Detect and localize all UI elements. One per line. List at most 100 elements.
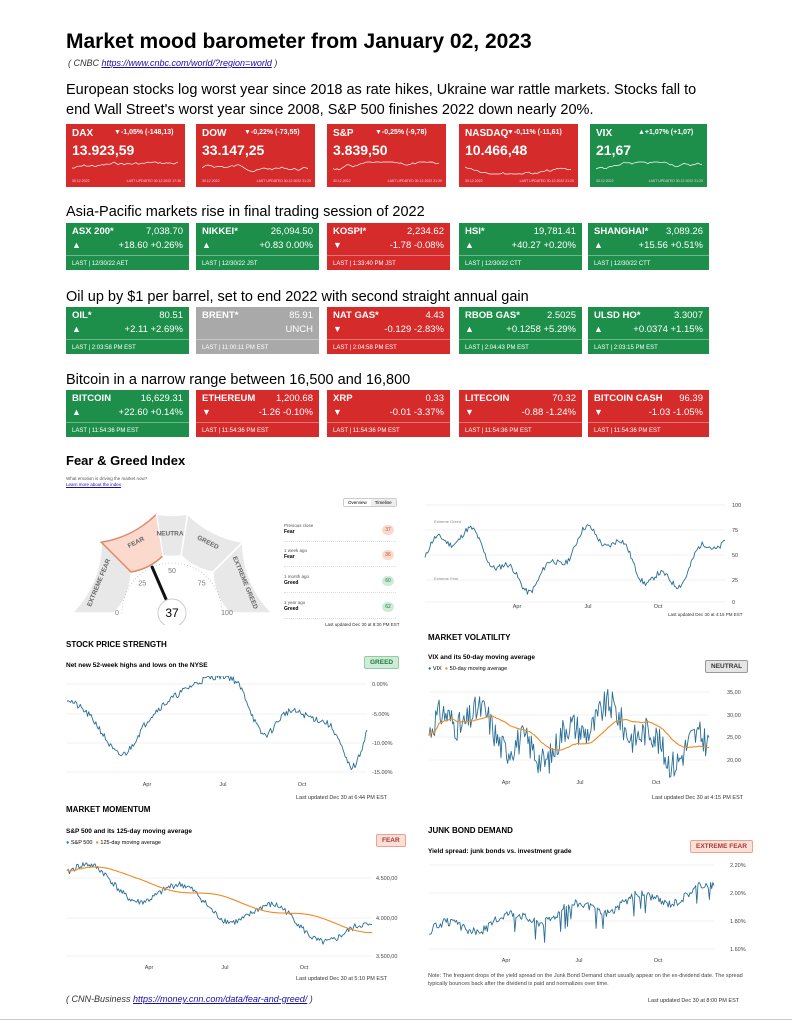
quote-name: BITCOIN CASH bbox=[594, 393, 663, 404]
index-value: 10.466,48 bbox=[465, 142, 528, 158]
index-card-dax[interactable]: DAX ▼-1,05% (-148,13) 13.923,59 30.12.2022 L… bbox=[66, 124, 185, 187]
gauge-dot bbox=[183, 564, 185, 566]
axis-tick: -10.00% bbox=[372, 741, 393, 747]
axis-tick: 50 bbox=[732, 553, 738, 559]
stock-strength-chart: 0.00% -5.00% -10.00% -15.00% Apr Jul Oct bbox=[66, 676, 393, 788]
sp500-legend-dot: ● bbox=[66, 840, 70, 846]
asia-card-kospi[interactable]: KOSPI* 2,234.62 ▼ -1.78 -0.08% LAST | 1:33:4… bbox=[327, 223, 450, 270]
asia-card-nikkei[interactable]: NIKKEI* 26,094.50 ▲ +0.83 0.00% LAST | 12/30… bbox=[196, 223, 319, 270]
gauge-dot bbox=[220, 603, 222, 605]
gauge-dot bbox=[156, 564, 158, 566]
tab-overview[interactable]: Overview bbox=[348, 500, 367, 505]
quote-change: +18.60 +0.26% bbox=[118, 240, 183, 251]
asia-card-shanghai[interactable]: SHANGHAI* 3,089.26 ▲ +15.56 +0.51% LAST | 12… bbox=[588, 223, 709, 270]
index-updated: LAST UPDATED 30.12.2022 21:20 bbox=[387, 179, 442, 183]
index-card-dow[interactable]: DOW ▼-0,22% (-73,55) 33.147,25 30.12.2022 LA… bbox=[196, 124, 315, 187]
crypto-card-bitcoin[interactable]: BITCOIN 16,629.31 ▲ +22.60 +0.14% LAST | 11:… bbox=[66, 390, 189, 437]
stock-strength-subtitle: Net new 52-week highs and lows on the NY… bbox=[66, 662, 208, 669]
index-name: DOW bbox=[202, 128, 227, 139]
ma-legend-dot: ● bbox=[444, 666, 449, 672]
axis-tick: 100 bbox=[732, 503, 741, 509]
oil-card-rbobgas[interactable]: RBOB GAS* 2.5025 ▲ +0.1258 +5.29% LAST | 2:0… bbox=[459, 307, 582, 354]
oil-card-natgas[interactable]: NAT GAS* 4.43 ▼ -0.129 -2.83% LAST | 2:04:58… bbox=[327, 307, 450, 354]
index-change: ▼-1,05% (-148,13) bbox=[114, 129, 174, 136]
quote-change: -0.129 -2.83% bbox=[384, 324, 444, 335]
quote-last-updated: LAST | 12/30/22 JST bbox=[202, 261, 258, 267]
quote-name: KOSPI* bbox=[333, 226, 367, 237]
oil-headline: Oil up by $1 per barrel, set to end 2022… bbox=[66, 289, 529, 305]
oil-card-brent[interactable]: BRENT* 85.91 UNCH LAST | 11:00:11 PM EST bbox=[196, 307, 319, 354]
cnbc-link[interactable]: https://www.cnbc.com/world/?region=world bbox=[101, 58, 272, 68]
quote-price: 3.3007 bbox=[673, 310, 703, 321]
volatility-badge: NEUTRAL bbox=[705, 660, 749, 673]
quote-name: NIKKEI* bbox=[202, 226, 238, 237]
card-divider bbox=[196, 255, 319, 256]
quote-name: OIL* bbox=[72, 310, 92, 321]
asia-card-hsi[interactable]: HSI* 19,781.41 ▲ +40.27 +0.20% LAST | 12/30/… bbox=[459, 223, 582, 270]
axis-tick: 25 bbox=[732, 578, 738, 584]
quote-price: 2.5025 bbox=[546, 310, 576, 321]
fear-greed-question: What emotion is driving the market now? bbox=[66, 476, 148, 481]
index-card-vix[interactable]: VIX ▲+1,07% (+1,07) 21,67 30.12.2022 LAST UP… bbox=[590, 124, 707, 187]
history-divider bbox=[284, 592, 396, 593]
oil-card-oil[interactable]: OIL* 80.51 ▲ +2.11 +2.69% LAST | 2:03:58 PM … bbox=[66, 307, 189, 354]
index-date: 30.12.2022 bbox=[202, 179, 220, 183]
quote-name: XRP bbox=[333, 393, 353, 404]
card-divider bbox=[588, 339, 709, 340]
timeline-line bbox=[424, 524, 726, 595]
tab-timeline[interactable]: Timeline bbox=[370, 499, 396, 506]
crypto-card-litecoin[interactable]: LITECOIN 70.32 ▼ -0.88 -1.24% LAST | 11:54:3… bbox=[459, 390, 582, 437]
gauge-dot bbox=[221, 612, 223, 614]
quote-last-updated: LAST | 12/30/22 CTT bbox=[594, 261, 651, 267]
quote-change: -1.78 -0.08% bbox=[389, 240, 444, 251]
volatility-subtitle: VIX and its 50-day moving average bbox=[428, 654, 535, 661]
quote-name: SHANGHAI* bbox=[594, 226, 649, 237]
quote-change: +0.1258 +5.29% bbox=[506, 324, 576, 335]
axis-tick: Apr bbox=[145, 965, 154, 970]
quote-name: BITCOIN bbox=[72, 393, 112, 404]
quote-last-updated: LAST | 11:54:36 PM EST bbox=[333, 428, 400, 434]
axis-tick: Oct bbox=[654, 604, 663, 610]
junk-bond-note: Note: The frequent drops of the yield sp… bbox=[428, 973, 743, 987]
history-state: Greed bbox=[284, 580, 299, 586]
junk-bond-subtitle: Yield spread: junk bonds vs. investment … bbox=[428, 848, 572, 855]
axis-tick: -5.00% bbox=[372, 712, 390, 718]
axis-tick: 75 bbox=[732, 528, 738, 534]
quote-price: 7,038.70 bbox=[146, 226, 183, 237]
quote-arrow-icon: ▼ bbox=[465, 407, 474, 417]
learn-more-link[interactable]: Learn more about the index bbox=[66, 482, 122, 487]
index-name: NASDAQ bbox=[465, 128, 509, 139]
asia-card-asx200[interactable]: ASX 200* 7,038.70 ▲ +18.60 +0.26% LAST | 12/… bbox=[66, 223, 189, 270]
cnn-link[interactable]: https://money.cnn.com/data/fear-and-gree… bbox=[133, 994, 308, 1004]
index-card-nasdaq[interactable]: NASDAQ ▼-0,11% (-11,61) 10.466,48 30.12.202… bbox=[459, 124, 578, 187]
gauge-dot bbox=[131, 583, 133, 585]
gauge-dot bbox=[121, 612, 123, 614]
index-date: 30.12.2022 bbox=[72, 179, 90, 183]
momentum-badge: FEAR bbox=[376, 834, 406, 847]
quote-price: 4.43 bbox=[425, 310, 445, 321]
sparkline-path bbox=[596, 161, 702, 170]
oil-card-ulsdho[interactable]: ULSD HO* 3.3007 ▲ +0.0374 +1.15% LAST | 2:03… bbox=[588, 307, 709, 354]
card-divider bbox=[588, 255, 709, 256]
gauge-label: NEUTRAL bbox=[156, 531, 187, 538]
crypto-card-xrp[interactable]: XRP 0.33 ▼ -0.01 -3.37% LAST | 11:54:36 PM E… bbox=[327, 390, 450, 437]
card-divider bbox=[459, 339, 582, 340]
index-footer: 30.12.2022 LAST UPDATED 30.12.2022 21:20 bbox=[202, 179, 311, 183]
quote-price: 26,094.50 bbox=[270, 226, 313, 237]
index-card-sp[interactable]: S&P ▼-0,25% (-9,78) 3.839,50 30.12.2022 LAST… bbox=[327, 124, 446, 187]
quote-name: BRENT* bbox=[202, 310, 239, 321]
gauge-dot bbox=[219, 600, 221, 602]
index-updated: LAST UPDATED 30.12.2022 21:20 bbox=[648, 179, 703, 183]
card-divider bbox=[196, 422, 319, 423]
volatility-legend: ● VIX ● 50-day moving average bbox=[428, 666, 508, 672]
axis-tick: 4.500,00 bbox=[376, 876, 397, 882]
index-sparkline bbox=[333, 161, 439, 171]
gauge-dot bbox=[125, 594, 127, 596]
gauge-dot bbox=[142, 572, 144, 574]
crypto-card-bitcoincash[interactable]: BITCOIN CASH 96.39 ▼ -1.03 -1.05% LAST | 11:… bbox=[588, 390, 709, 437]
index-name: VIX bbox=[596, 128, 613, 139]
history-value-badge: 60 bbox=[382, 576, 394, 586]
index-value: 21,67 bbox=[596, 142, 632, 158]
quote-change: -1.03 -1.05% bbox=[648, 407, 703, 418]
crypto-card-ethereum[interactable]: ETHEREUM 1,200.68 ▼ -1.26 -0.10% LAST | 11:5… bbox=[196, 390, 319, 437]
